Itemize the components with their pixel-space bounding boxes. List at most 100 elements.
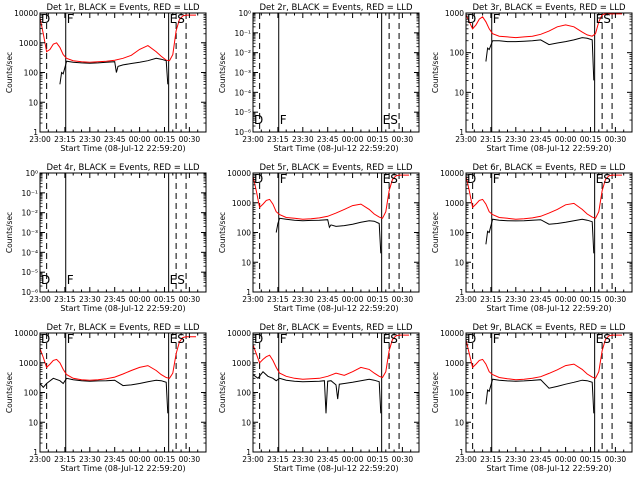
y-tick-label: 10⁻⁴: [234, 88, 251, 97]
chart-panel-2: Det 2r, BLACK = Events, RED = LLD 10⁻⁶ 10⁻…: [218, 3, 420, 153]
x-axis-label: Start Time (08-Jul-12 22:59:20): [486, 464, 611, 473]
chart-title: Det 9r, BLACK = Events, RED = LLD: [472, 323, 626, 333]
x-tick-label: 23:15: [480, 135, 502, 144]
y-tick-label: 10⁰: [238, 9, 251, 18]
y-tick-label: 1: [459, 448, 464, 457]
x-tick-label: 23:45: [104, 455, 126, 464]
x-tick-label: 00:15: [580, 295, 602, 304]
y-tick-label: 10000: [14, 329, 38, 338]
x-tick-label: 00:00: [129, 295, 151, 304]
y-axis-label: Counts/sec: [5, 372, 14, 413]
y-tick-label: 10000: [227, 329, 251, 338]
event-marker-label: F: [280, 113, 287, 127]
x-axis-label: Start Time (08-Jul-12 22:59:20): [60, 304, 185, 313]
y-tick-label: 100: [24, 69, 39, 78]
x-tick-label: 23:15: [54, 295, 76, 304]
x-tick-label: 23:30: [79, 295, 101, 304]
x-tick-label: 23:00: [455, 455, 477, 464]
x-tick-label: 23:30: [79, 135, 101, 144]
event-marker-label: F: [280, 332, 287, 346]
chart-title: Det 1r, BLACK = Events, RED = LLD: [46, 3, 200, 13]
x-tick-label: 23:45: [530, 135, 552, 144]
x-tick-label: 23:45: [104, 295, 126, 304]
series-line-events: [252, 370, 382, 414]
y-axis-label: Counts/sec: [218, 212, 227, 253]
series-line-lld: [39, 14, 196, 63]
y-tick-label: 10⁻³: [21, 229, 38, 238]
y-axis-label: Counts/sec: [431, 52, 440, 93]
y-tick-label: 1: [246, 448, 251, 457]
x-tick-label: 23:00: [242, 135, 264, 144]
y-tick-label: 10000: [440, 329, 464, 338]
x-tick-label: 23:00: [29, 135, 51, 144]
chart-title: Det 8r, BLACK = Events, RED = LLD: [259, 323, 413, 333]
x-tick-label: 00:00: [129, 135, 151, 144]
x-axis-label: Start Time (08-Jul-12 22:59:20): [273, 144, 398, 153]
y-axis-label: Counts/sec: [218, 372, 227, 413]
y-tick-label: 1000: [232, 359, 251, 368]
event-marker-label: ES: [596, 12, 611, 26]
series-line-lld: [39, 336, 196, 381]
chart-title: Det 6r, BLACK = Events, RED = LLD: [472, 163, 626, 173]
x-tick-label: 00:00: [129, 455, 151, 464]
y-tick-label: 10⁻⁴: [21, 248, 38, 257]
x-tick-label: 23:15: [480, 295, 502, 304]
chart-panel-5: Det 5r, BLACK = Events, RED = LLD 1 10 100 1…: [218, 163, 420, 313]
x-tick-label: 23:15: [267, 455, 289, 464]
event-marker-label: D: [254, 113, 263, 127]
y-tick-label: 1000: [19, 359, 38, 368]
x-tick-label: 23:00: [29, 455, 51, 464]
chart-panel-7: Det 7r, BLACK = Events, RED = LLD 1 10 100 1…: [5, 323, 207, 473]
x-tick-label: 00:15: [154, 295, 176, 304]
y-tick-label: 100: [450, 229, 465, 238]
series-line-events: [39, 377, 169, 414]
x-tick-label: 23:00: [242, 455, 264, 464]
x-tick-label: 00:15: [154, 135, 176, 144]
y-tick-label: 1: [33, 128, 38, 137]
x-tick-label: 00:30: [605, 455, 627, 464]
event-marker-label: F: [493, 12, 500, 26]
series-line-lld: [252, 174, 409, 220]
x-tick-label: 00:00: [342, 135, 364, 144]
y-axis-label: Counts/sec: [431, 372, 440, 413]
y-tick-label: 100: [450, 49, 465, 58]
x-tick-label: 23:15: [54, 135, 76, 144]
event-marker-label: D: [467, 12, 476, 26]
x-tick-label: 23:30: [505, 455, 527, 464]
x-tick-label: 23:15: [267, 295, 289, 304]
plot-frame: [252, 332, 420, 453]
x-tick-label: 23:45: [530, 455, 552, 464]
series-line-lld: [465, 13, 622, 39]
y-tick-label: 1000: [445, 359, 464, 368]
event-marker-label: ES: [383, 172, 398, 186]
event-marker-label: D: [41, 332, 50, 346]
x-tick-label: 00:30: [605, 295, 627, 304]
y-axis-label: Counts/sec: [5, 212, 14, 253]
chart-panel-8: Det 8r, BLACK = Events, RED = LLD 1 10 100 1…: [218, 323, 420, 473]
series-line-events: [485, 378, 595, 414]
x-tick-label: 23:15: [267, 135, 289, 144]
x-tick-label: 00:15: [367, 135, 389, 144]
chart-title: Det 7r, BLACK = Events, RED = LLD: [46, 323, 200, 333]
y-tick-label: 10: [454, 418, 464, 427]
series-line-events: [275, 217, 382, 254]
y-tick-label: 10: [454, 88, 464, 97]
y-tick-label: 1000: [445, 199, 464, 208]
x-tick-label: 00:15: [580, 135, 602, 144]
event-marker-label: ES: [596, 332, 611, 346]
x-axis-label: Start Time (08-Jul-12 22:59:20): [273, 304, 398, 313]
y-tick-label: 10⁻⁶: [234, 128, 251, 137]
event-marker-label: D: [41, 273, 50, 287]
chart-panel-6: Det 6r, BLACK = Events, RED = LLD 1 10 100 1…: [431, 163, 633, 313]
chart-panel-3: Det 3r, BLACK = Events, RED = LLD 1 10 100 1…: [431, 3, 633, 153]
x-tick-label: 23:15: [480, 455, 502, 464]
y-tick-label: 10000: [227, 169, 251, 178]
y-axis-label: Counts/sec: [218, 52, 227, 93]
y-tick-label: 1: [459, 128, 464, 137]
series-line-lld: [465, 334, 622, 381]
series-line-events: [485, 37, 595, 81]
y-tick-label: 10: [28, 98, 38, 107]
event-marker-label: ES: [383, 332, 398, 346]
event-marker-label: D: [254, 332, 263, 346]
event-marker-label: ES: [170, 332, 185, 346]
